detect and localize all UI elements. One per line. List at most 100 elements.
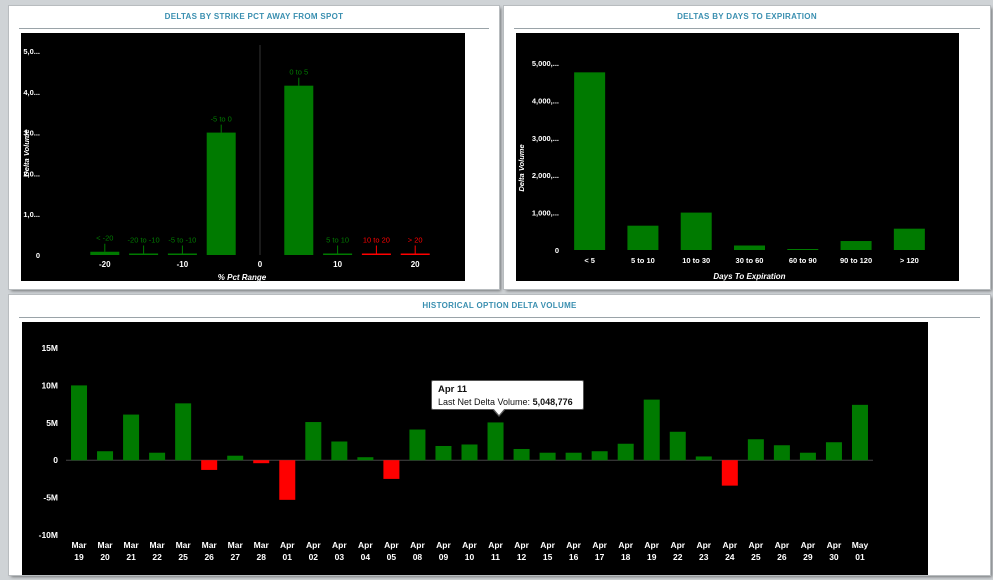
history-y-tick-label: 5M: [46, 418, 58, 428]
history-x-tick-day: 28: [257, 552, 267, 562]
strike-x-tick-label: 0: [258, 260, 263, 269]
history-bar: [123, 414, 140, 461]
history-x-tick-month: Apr: [618, 540, 633, 550]
history-bar: [747, 439, 764, 461]
dte-bar: [840, 241, 872, 250]
strike-bar: [323, 253, 353, 255]
history-bar: [825, 442, 842, 461]
dte-y-tick-label: 5,000,...: [532, 59, 559, 68]
history-x-tick-day: 20: [100, 552, 110, 562]
dte-y-tick-label: 4,000,...: [532, 96, 559, 105]
dte-x-tick-label: 60 to 90: [789, 256, 817, 265]
strike-bar-label: 0 to 5: [289, 68, 308, 77]
history-y-tick-label: -10M: [39, 530, 58, 540]
history-x-tick-month: Mar: [254, 540, 270, 550]
history-bar: [721, 460, 738, 486]
history-bar: [799, 452, 816, 461]
history-x-tick-month: Mar: [124, 540, 140, 550]
history-x-tick-day: 23: [699, 552, 709, 562]
history-bar: [591, 451, 608, 461]
history-x-tick-month: Apr: [540, 540, 555, 550]
history-x-tick-month: Apr: [644, 540, 659, 550]
history-bar: [409, 429, 426, 461]
strike-chart: 0 1,0... 2,0... 3,0... 4,0... 5,0... -20 -10 0 10…: [21, 33, 465, 282]
history-bar: [461, 444, 478, 461]
strike-x-axis-title: % Pct Range: [218, 273, 267, 281]
history-x-tick-day: 18: [621, 552, 631, 562]
history-x-tick-month: Apr: [306, 540, 321, 550]
history-x-tick-month: Mar: [228, 540, 244, 550]
dte-x-tick-label: > 120: [900, 256, 919, 265]
strike-bar-label: -5 to 0: [211, 115, 232, 124]
dte-y-tick-label: 3,000,...: [532, 134, 559, 143]
history-x-tick-day: 05: [387, 552, 397, 562]
history-x-tick-day: 01: [855, 552, 865, 562]
history-x-tick-day: 17: [595, 552, 605, 562]
history-panel-title: HISTORICAL OPTION DELTA VOLUME: [19, 301, 980, 318]
history-x-tick-month: Apr: [462, 540, 477, 550]
history-x-tick-month: Mar: [97, 540, 113, 550]
tooltip-value: 5,048,776: [532, 397, 573, 407]
history-bar: [383, 460, 400, 479]
history-bar: [565, 452, 582, 461]
dte-x-tick-label: 10 to 30: [682, 256, 710, 265]
dte-y-tick-label: 0: [555, 246, 559, 255]
history-x-tick-day: 08: [413, 552, 423, 562]
tooltip-line: Last Net Delta Volume: 5,048,776: [438, 397, 577, 407]
history-bar: [643, 399, 660, 461]
history-x-tick-day: 22: [152, 552, 162, 562]
history-x-tick-day: 29: [803, 552, 813, 562]
history-x-tick-day: 21: [126, 552, 136, 562]
history-x-tick-month: Apr: [384, 540, 399, 550]
history-x-tick-day: 25: [751, 552, 761, 562]
history-x-tick-day: 26: [204, 552, 214, 562]
history-y-tick-label: -5M: [43, 493, 58, 503]
dte-bar: [734, 245, 765, 250]
history-bar: [149, 452, 166, 461]
strike-y-tick-label: 5,0...: [23, 47, 40, 56]
dte-panel-title: DELTAS BY DAYS TO EXPIRATION: [514, 12, 980, 29]
history-x-tick-month: Apr: [566, 540, 581, 550]
history-x-tick-day: 12: [517, 552, 527, 562]
strike-x-tick-label: 10: [333, 260, 342, 269]
history-x-tick-month: Apr: [488, 540, 503, 550]
history-bar: [695, 456, 712, 461]
dte-panel: DELTAS BY DAYS TO EXPIRATION 0 1,000,... 2…: [504, 6, 990, 289]
strike-bar-label: -5 to -10: [168, 236, 196, 245]
dte-bar: [627, 225, 659, 250]
strike-bar: [361, 253, 391, 255]
strike-panel: DELTAS BY STRIKE PCT AWAY FROM SPOT 0 1,0…: [9, 6, 499, 289]
history-x-tick-month: Apr: [410, 540, 425, 550]
strike-bar-label: > 20: [408, 236, 423, 245]
history-chart-svg: -10M -5M 0 5M 10M 15M Mar 19 Mar 20 Mar 21 Mar 22 Mar 2…: [39, 343, 873, 562]
strike-bar: [400, 253, 430, 255]
history-bar: [71, 385, 88, 461]
history-x-tick-day: 09: [439, 552, 449, 562]
history-tooltip: Apr 11 Last Net Delta Volume: 5,048,776: [431, 380, 584, 417]
history-x-tick-day: 16: [569, 552, 579, 562]
history-x-tick-month: Apr: [749, 540, 764, 550]
strike-bar-label: -20 to -10: [128, 236, 160, 245]
history-y-tick-label: 15M: [41, 343, 58, 353]
tooltip-date: Apr 11: [438, 384, 468, 395]
strike-bar-label: < -20: [96, 234, 113, 243]
strike-y-tick-label: 3,0...: [23, 129, 40, 138]
dte-x-tick-label: < 5: [584, 256, 595, 265]
dte-x-axis-title: Days To Expiration: [713, 272, 785, 281]
strike-bar: [284, 85, 314, 256]
history-bar: [513, 448, 530, 461]
history-y-tick-label: 10M: [41, 380, 58, 390]
history-x-tick-month: Apr: [280, 540, 295, 550]
history-x-tick-day: 10: [465, 552, 475, 562]
history-x-tick-month: Apr: [514, 540, 529, 550]
strike-y-tick-label: 2,0...: [23, 169, 40, 178]
dte-chart: 0 1,000,... 2,000,... 3,000,... 4,000,... 5,0…: [516, 33, 959, 281]
history-x-tick-day: 01: [283, 552, 293, 562]
history-bar: [357, 457, 374, 461]
dte-y-tick-label: 1,000,...: [532, 209, 559, 218]
dte-x-tick-label: 30 to 60: [736, 256, 764, 265]
history-x-tick-month: Mar: [150, 540, 166, 550]
history-x-tick-day: 24: [725, 552, 735, 562]
history-x-tick-day: 30: [829, 552, 839, 562]
history-x-tick-month: Apr: [827, 540, 842, 550]
